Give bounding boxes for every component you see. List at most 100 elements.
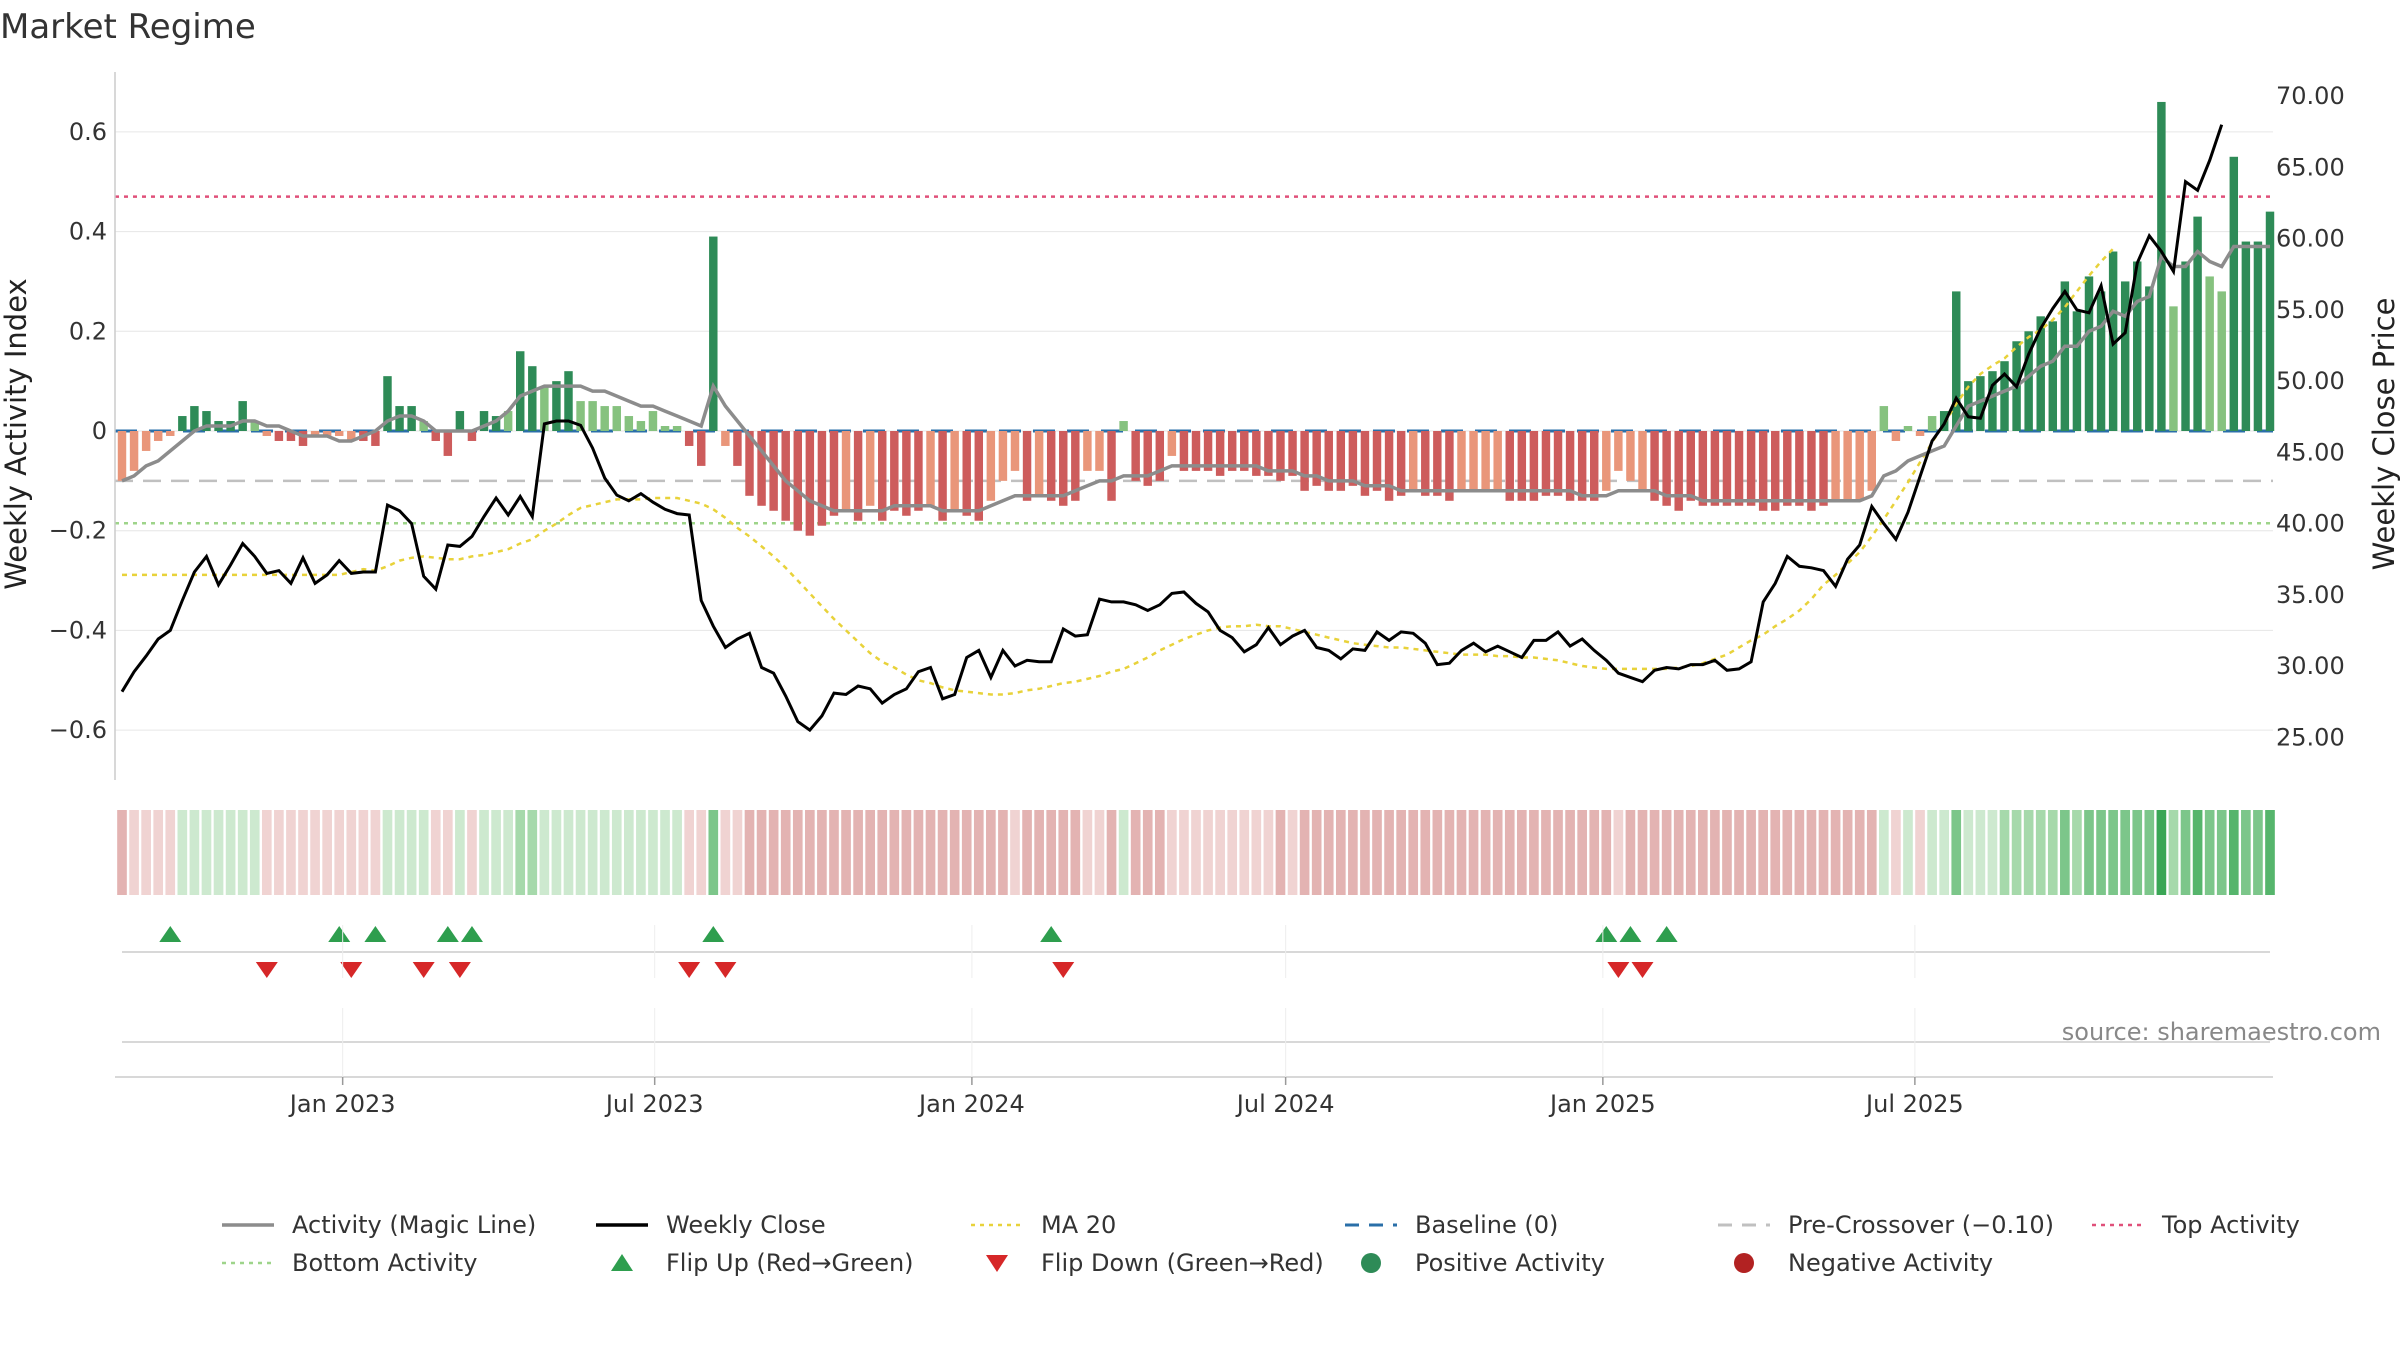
activity-bar [528, 366, 537, 431]
regime-cell [901, 810, 912, 895]
regime-cell [1637, 810, 1648, 895]
regime-cell [841, 810, 851, 895]
regime-cell [1444, 810, 1455, 895]
regime-cell [1794, 810, 1805, 895]
regime-cell [1154, 810, 1165, 895]
activity-bar [2072, 311, 2082, 431]
activity-bar [1107, 431, 1116, 501]
regime-cell [2156, 810, 2167, 895]
regime-cell [660, 810, 670, 895]
regime-cell [744, 810, 755, 895]
activity-bar [1795, 431, 1804, 506]
regime-cell [2084, 810, 2094, 895]
regime-cell [1842, 810, 1853, 895]
regime-cell [418, 810, 429, 895]
regime-cell [817, 810, 827, 895]
regime-cell [1384, 810, 1394, 895]
regime-cell [1529, 810, 1539, 895]
flip-up-marker [364, 926, 387, 942]
regime-cell [1866, 810, 1877, 895]
activity-bar [1710, 431, 1720, 506]
y-tick-label: 0.6 [69, 118, 107, 146]
activity-bar [274, 431, 284, 441]
y2-tick-label: 35.00 [2276, 581, 2345, 609]
activity-bar [1626, 431, 1635, 481]
regime-cell [1167, 810, 1177, 895]
regime-cell [1275, 810, 1286, 895]
ma20-line [122, 247, 2115, 696]
regime-cell [1420, 810, 1431, 895]
regime-cell [1456, 810, 1467, 895]
activity-bar [1553, 431, 1563, 496]
activity-bar [1372, 431, 1382, 491]
activity-bar [805, 431, 815, 536]
activity-bar [1493, 431, 1502, 491]
activity-bar [841, 431, 851, 511]
legend-label: Negative Activity [1788, 1249, 1993, 1277]
axes: −0.6 −0.4 −0.2 0 0.2 0.4 0.6 25.00 30.00 35.00 40.… [49, 72, 2345, 780]
activity-bar [1300, 431, 1309, 491]
activity-bar [636, 421, 646, 431]
activity-bar [576, 401, 585, 431]
activity-bar [1167, 431, 1177, 456]
activity-bar [1324, 431, 1333, 491]
flip-down-marker [1052, 962, 1075, 978]
y2-tick-label: 55.00 [2276, 296, 2345, 324]
activity-bar [1336, 431, 1346, 491]
regime-cell [225, 810, 236, 895]
regime-cell [2132, 810, 2143, 895]
activity-bar [322, 431, 332, 436]
activity-bar [1143, 431, 1152, 486]
regime-cell [636, 810, 646, 895]
regime-cell [1915, 810, 1925, 895]
activity-bar [2120, 281, 2130, 431]
x-tick-label: Jul 2024 [1235, 1090, 1335, 1118]
regime-cell [1661, 810, 1672, 895]
regime-cell [1818, 810, 1829, 895]
regime-cell [1058, 810, 1069, 895]
activity-bar [1529, 431, 1539, 501]
regime-cell [1203, 810, 1213, 895]
y-tick-label: −0.4 [49, 616, 107, 644]
activity-bar [1807, 431, 1816, 511]
flip-down-marker [1607, 962, 1630, 978]
regime-cell [1734, 810, 1744, 895]
flip-down-marker [1631, 962, 1654, 978]
activity-bar [1119, 421, 1128, 431]
activity-bar [600, 406, 609, 431]
activity-bar [938, 431, 947, 521]
flip-markers [122, 926, 2270, 978]
x-tick-label: Jan 2023 [288, 1090, 396, 1118]
regime-cell [1758, 810, 1768, 895]
activity-bar [1976, 376, 1985, 431]
activity-bar [2145, 286, 2154, 431]
regime-cell [1987, 810, 1998, 895]
activity-bar [588, 401, 597, 431]
regime-cell [1468, 810, 1479, 895]
regime-cell [2228, 810, 2239, 895]
regime-cell [1179, 810, 1189, 895]
regime-cell [1239, 810, 1250, 895]
flip-up-marker [328, 926, 351, 942]
regime-cell [1335, 810, 1346, 895]
reference-lines [115, 195, 2273, 525]
activity-bar [2048, 321, 2058, 431]
activity-bar [347, 431, 356, 441]
series-lines [120, 124, 2270, 733]
activity-bar [262, 431, 272, 436]
regime-cell [1396, 810, 1406, 895]
regime-cell [2180, 810, 2191, 895]
regime-cell [1046, 810, 1057, 895]
activity-bar [1312, 431, 1321, 486]
activity-bar [516, 351, 525, 431]
activity-bar [334, 431, 344, 436]
regime-cell [1492, 810, 1503, 895]
x-tick-label: Jan 2025 [1548, 1090, 1656, 1118]
activity-bar [1215, 431, 1225, 476]
activity-bar [672, 426, 682, 431]
activity-bar [2036, 316, 2045, 431]
regime-cell [1299, 810, 1310, 895]
activity-bar [697, 431, 706, 466]
regime-cell [1625, 810, 1636, 895]
regime-cell [1215, 810, 1225, 895]
